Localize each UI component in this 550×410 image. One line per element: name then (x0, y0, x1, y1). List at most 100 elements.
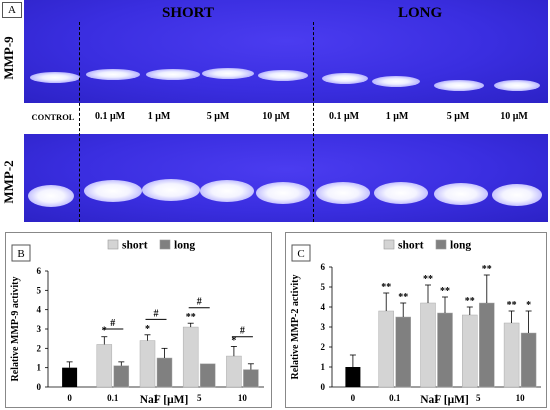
chart-b-category-1: 0.1 (107, 393, 119, 403)
band-mmp2-long-5 (434, 183, 488, 205)
lane-label-short-1: 1 μM (147, 111, 171, 122)
chart-c-sig-long-3: ** (482, 264, 492, 275)
chart-b-bar-long-1 (113, 365, 130, 388)
chart-b-bar-short-3 (182, 326, 199, 388)
chart-c-ytick-label-5: 5 (321, 282, 326, 292)
chart-c-bar-short-3 (462, 314, 478, 388)
band-mmp9-short-10 (258, 70, 308, 81)
gel-mmp2 (24, 134, 548, 222)
chart-b-category-4: 10 (238, 393, 248, 403)
band-mmp2-control (28, 185, 74, 207)
chart-c-sig-short-1: ** (381, 282, 391, 293)
lane-label-short-0-1: 0.1 μM (94, 111, 126, 122)
chart-c-sig-short-4: ** (507, 300, 517, 311)
lane-label-long-0-1: 0.1 μM (328, 111, 360, 122)
chart-c-bar-short-4 (503, 322, 520, 388)
chart-b-ytick-label-4: 4 (37, 305, 42, 315)
short-title: SHORT (162, 5, 214, 21)
chart-b-legend-swatch-0 (107, 239, 119, 250)
chart-b-category-0: 0 (67, 393, 72, 403)
band-mmp2-long-0-1 (316, 182, 370, 204)
gel-label-mmp2: MMP-2 (1, 160, 16, 204)
chart-c-category-2: 1 (434, 393, 439, 403)
band-mmp9-short-5 (202, 68, 254, 79)
chart-c-bar-long-1 (395, 316, 411, 388)
chart-b-ytick-label-3: 3 (37, 324, 42, 334)
band-mmp2-long-10 (492, 184, 542, 206)
chart-c-bar-long-4 (520, 332, 537, 388)
chart-b-sig-short-2: * (145, 324, 150, 335)
chart-c-bar-control (345, 367, 361, 387)
chart-c-bar-short-2 (420, 302, 436, 388)
chart-c-ytick-label-6: 6 (321, 262, 326, 272)
chart-b-ytick-label-0: 0 (37, 382, 42, 392)
band-mmp2-short-5 (200, 180, 254, 202)
chart-c-legend-swatch-0 (383, 239, 395, 250)
band-mmp2-long-1 (374, 182, 428, 204)
chart-c-bar-long-3 (479, 302, 495, 388)
chart-c-category-0: 0 (351, 393, 356, 403)
band-mmp2-short-1 (142, 179, 200, 201)
chart-c-letter-box (291, 244, 311, 262)
chart-c-category-1: 0.1 (389, 393, 401, 403)
chart-b-ytick-label-2: 2 (37, 343, 42, 353)
chart-b-legend-swatch-1 (159, 239, 171, 250)
lane-label-long-1: 1 μM (385, 111, 409, 122)
chart-b-bar-short-1 (96, 344, 113, 388)
chart-b-bar-long-4 (243, 369, 259, 388)
chart-c-legend-label-1: long (450, 240, 471, 252)
chart-c-sig-long-4: * (526, 300, 531, 311)
band-mmp9-short-0-1 (86, 69, 140, 80)
panel-a-letter: A (2, 2, 22, 18)
chart-b-bar-short-4 (226, 355, 242, 388)
chart-c-sig-long-1: ** (398, 292, 408, 303)
band-mmp9-long-5 (434, 80, 484, 91)
chart-b-sig-short-3: ** (186, 312, 196, 323)
divider-control (79, 22, 80, 222)
band-mmp9-long-10 (494, 80, 540, 91)
chart-b-bracket-label-2: # (197, 297, 202, 308)
chart-c-category-4: 10 (516, 393, 526, 403)
band-mmp9-long-1 (372, 76, 420, 87)
lane-label-short-5: 5 μM (206, 111, 230, 122)
divider-short-long (313, 22, 314, 222)
chart-c-legend-label-0: short (398, 240, 424, 252)
chart-b-sig-short-1: * (102, 326, 107, 337)
gel-label-mmp9: MMP-9 (1, 36, 16, 80)
lane-label-long-5: 5 μM (446, 111, 470, 122)
chart-c-sig-short-2: ** (423, 274, 433, 285)
chart-b-sig-short-4: * (231, 335, 236, 346)
chart-b-bar-control (62, 367, 78, 387)
band-mmp9-short-1 (146, 69, 200, 80)
chart-c-ylabel: Relative MMP-2 activity (290, 275, 301, 380)
gel-mmp9 (24, 0, 548, 103)
chart-b-ylabel: Relative MMP-9 activity (10, 277, 21, 382)
chart-b-category-2: 1 (154, 393, 159, 403)
chart-b-bar-long-3 (199, 363, 216, 388)
chart-b-ytick-label-6: 6 (37, 266, 42, 276)
panel-a-zymogram: A SHORT LONG MMP-9 MMP-2 CONTROL 0.1 μM … (1, 0, 548, 222)
chart-c-sig-short-3: ** (465, 296, 475, 307)
chart-b-ytick-label-5: 5 (37, 285, 42, 295)
chart-c-xlabel: NaF [μM] (420, 394, 469, 406)
chart-c-ytick-label-1: 1 (321, 362, 326, 372)
chart-c-bar-short-1 (378, 310, 394, 388)
band-mmp2-short-10 (256, 182, 310, 204)
chart-b-letter-box (11, 244, 31, 262)
chart-b-panel-letter: B (17, 248, 24, 260)
chart-c-ytick-label-2: 2 (321, 342, 326, 352)
chart-b-bar-long-2 (156, 357, 173, 388)
chart-c-category-3: 5 (476, 393, 481, 403)
chart-c-ytick-label-4: 4 (321, 302, 326, 312)
long-title: LONG (398, 5, 443, 21)
chart-b-bracket-label-3: # (240, 326, 245, 337)
chart-b-ytick-label-1: 1 (37, 363, 42, 373)
chart-b-legend-label-1: long (174, 240, 195, 252)
lane-label-short-10: 10 μM (262, 111, 290, 122)
chart-c-sig-long-2: ** (440, 286, 450, 297)
chart-b-xlabel: NaF [μM] (140, 394, 189, 406)
